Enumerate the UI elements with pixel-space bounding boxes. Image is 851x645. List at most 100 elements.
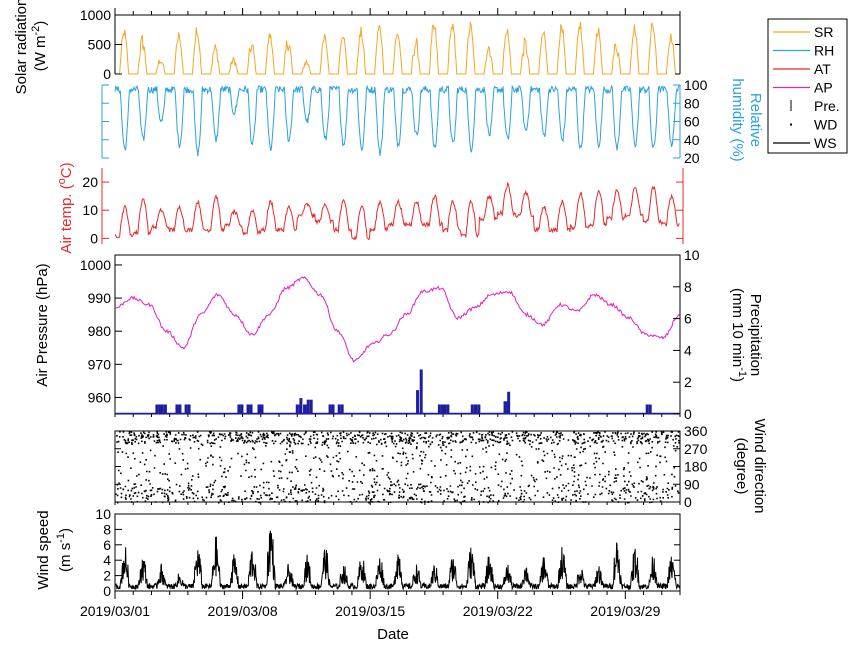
legend-box bbox=[767, 18, 848, 154]
rh-tick-label: 100 bbox=[684, 77, 708, 93]
pre-bar bbox=[331, 404, 335, 414]
pre-yunit: (mm 10 min-1) bbox=[729, 288, 748, 382]
pre-bar bbox=[299, 398, 303, 414]
pre-tick-label: 6 bbox=[684, 311, 692, 327]
ap-tick-label: 960 bbox=[88, 389, 112, 405]
pre-bar bbox=[303, 404, 307, 414]
pre-bar bbox=[260, 404, 264, 414]
pre-bar bbox=[178, 404, 182, 414]
frame-ap bbox=[114, 254, 681, 415]
ws-series-line bbox=[114, 530, 681, 591]
rh-tick-label: 80 bbox=[684, 95, 700, 111]
ap-tick-label: 1000 bbox=[80, 257, 111, 273]
pre-bar bbox=[443, 404, 447, 414]
rh-ylabel: Relative bbox=[747, 93, 764, 147]
pre-bar bbox=[440, 404, 444, 414]
legend-wd-swatch bbox=[790, 123, 792, 126]
pre-bar bbox=[446, 404, 450, 414]
ap-ylabel: Air Pressure (hPa) bbox=[34, 263, 51, 386]
legend-sr-label: SR bbox=[814, 24, 833, 40]
pre-tick-label: 2 bbox=[684, 374, 692, 390]
pre-bar bbox=[246, 404, 250, 414]
wd-yunit: (degree) bbox=[733, 438, 750, 495]
ws-tick-label: 2 bbox=[103, 568, 111, 584]
sr-yunit: (W m-2) bbox=[30, 21, 49, 72]
pre-tick-label: 8 bbox=[684, 279, 692, 295]
x-tick-label: 2019/03/01 bbox=[80, 603, 150, 619]
ap-tick-label: 970 bbox=[88, 356, 112, 372]
pre-bar bbox=[155, 404, 159, 414]
wd-ylabel: Wind direction bbox=[751, 418, 768, 513]
ap-series-line bbox=[114, 276, 681, 363]
pre-bar bbox=[340, 404, 344, 414]
pre-bar bbox=[507, 391, 511, 414]
pre-bar bbox=[249, 404, 253, 414]
pre-bar bbox=[309, 399, 313, 414]
pre-bar bbox=[470, 404, 474, 414]
pre-bar bbox=[416, 390, 420, 414]
ws-tick-label: 0 bbox=[103, 583, 111, 599]
pre-bar bbox=[184, 404, 188, 414]
pre-bar bbox=[237, 404, 241, 414]
sr-tick-label: 500 bbox=[88, 37, 112, 53]
rh-series-line bbox=[114, 84, 680, 157]
legend-wd-label: WD bbox=[814, 117, 837, 133]
rh-tick-label: 40 bbox=[684, 132, 700, 148]
legend-pre-label: Pre. bbox=[814, 98, 840, 114]
at-tick-label: 10 bbox=[82, 202, 98, 218]
pre-bar bbox=[337, 404, 341, 414]
pre-bar bbox=[328, 404, 332, 414]
pre-ylabel: Precipitation bbox=[747, 294, 764, 377]
pre-bar bbox=[503, 401, 507, 414]
pre-bar bbox=[158, 404, 162, 414]
wd-tick-label: 270 bbox=[684, 441, 708, 457]
pre-bar bbox=[645, 404, 649, 414]
ap-tick-label: 980 bbox=[88, 323, 112, 339]
pre-tick-label: 0 bbox=[684, 406, 692, 422]
x-tick-label: 2019/03/22 bbox=[463, 603, 533, 619]
pre-bar bbox=[419, 369, 423, 414]
ws-tick-label: 10 bbox=[95, 506, 111, 522]
pre-bar bbox=[477, 404, 481, 414]
pre-bar bbox=[163, 404, 167, 414]
ws-tick-label: 4 bbox=[103, 552, 111, 568]
rh-tick-label: 20 bbox=[684, 150, 700, 166]
rh-tick-label: 60 bbox=[684, 114, 700, 130]
sr-ylabel: Solar radiation bbox=[13, 0, 30, 94]
pre-bar bbox=[474, 404, 478, 414]
wd-tick-label: 0 bbox=[684, 494, 692, 510]
legend-rh-label: RH bbox=[814, 43, 834, 59]
pre-bar bbox=[240, 404, 244, 414]
legend-ap-label: AP bbox=[814, 80, 833, 96]
rh-yunit: humidity (%) bbox=[729, 78, 746, 161]
wd-tick-label: 360 bbox=[684, 423, 708, 439]
wd-tick-label: 90 bbox=[684, 476, 700, 492]
at-tick-label: 0 bbox=[90, 230, 98, 246]
pre-bar bbox=[437, 404, 441, 414]
sr-tick-label: 1000 bbox=[80, 7, 111, 23]
at-tick-label: 20 bbox=[82, 174, 98, 190]
pre-bar bbox=[160, 404, 164, 414]
frame-ws bbox=[114, 513, 681, 592]
at-series-line bbox=[114, 181, 680, 241]
wd-scatter-points bbox=[115, 431, 681, 504]
ws-tick-label: 8 bbox=[103, 521, 111, 537]
panel-data bbox=[114, 21, 681, 591]
pre-bar bbox=[295, 404, 299, 414]
pre-tick-label: 4 bbox=[684, 342, 692, 358]
at-ylabel: Air temp. (oC) bbox=[56, 162, 75, 253]
ws-ylabel: Wind speed bbox=[35, 510, 52, 589]
ws-tick-label: 6 bbox=[103, 537, 111, 553]
x-axis-label: Date bbox=[377, 626, 409, 643]
axes-ticks: 2019/03/01 2019/03/08 2019/03/15 2019/03/22… bbox=[80, 7, 708, 619]
x-tick-label: 2019/03/08 bbox=[208, 603, 278, 619]
pre-bar bbox=[187, 404, 191, 414]
pre-tick-label: 10 bbox=[684, 247, 700, 263]
legend-ws-label: WS bbox=[814, 135, 837, 151]
sr-series-line bbox=[115, 21, 680, 75]
wd-tick-label: 180 bbox=[684, 459, 708, 475]
x-tick-label: 2019/03/29 bbox=[590, 603, 660, 619]
pre-bar bbox=[648, 404, 652, 414]
ws-yunit: (m s-1) bbox=[55, 528, 74, 572]
